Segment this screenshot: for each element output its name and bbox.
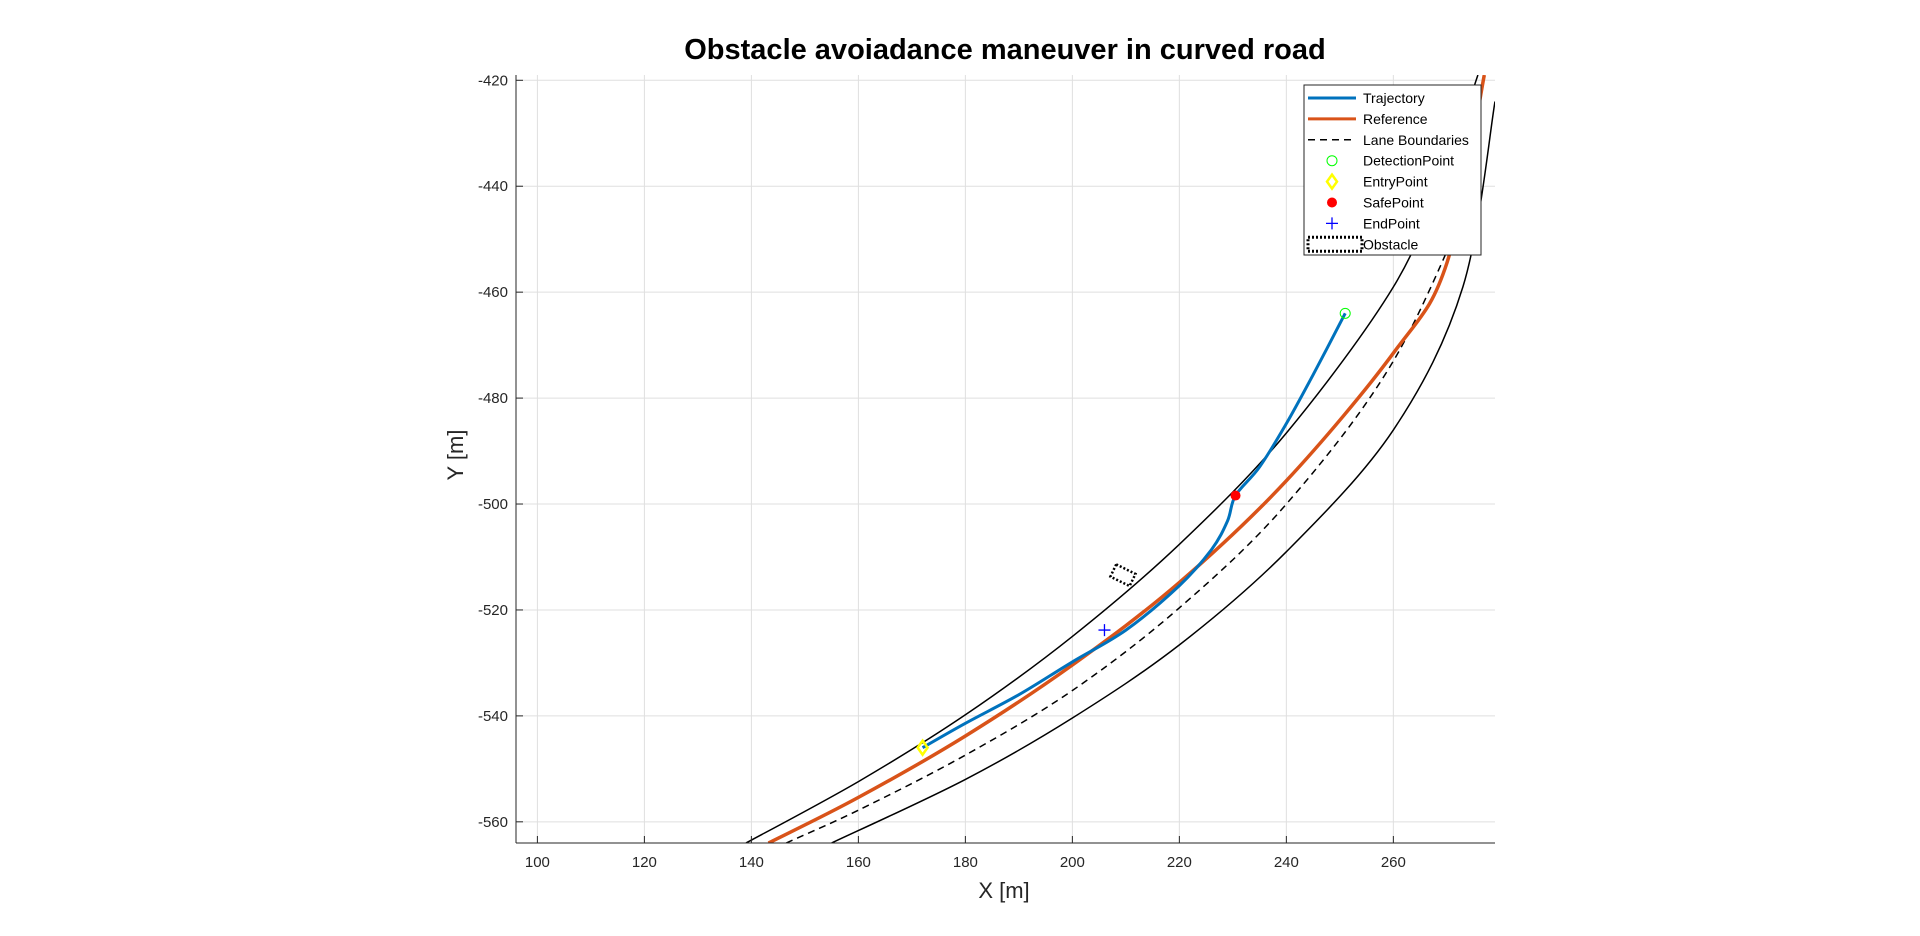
end-point-marker xyxy=(1098,624,1111,637)
x-tick-label: 100 xyxy=(525,854,550,871)
legend-label: Reference xyxy=(1363,111,1428,127)
road-edge-line xyxy=(831,101,1495,843)
legend-box xyxy=(1303,84,1482,256)
plot-series xyxy=(745,75,1495,843)
detection-point-marker xyxy=(1339,307,1351,319)
x-tick-label: 240 xyxy=(1274,854,1299,871)
chart-title: Obstacle avoiadance maneuver in curved r… xyxy=(684,34,1325,66)
y-tick-label: -520 xyxy=(478,602,508,619)
legend-label: Lane Boundaries xyxy=(1363,132,1469,148)
x-tick-label: 200 xyxy=(1060,854,1085,871)
y-tick-label: -460 xyxy=(478,284,508,301)
y-tick-label: -560 xyxy=(478,814,508,831)
obstacle-legend-icon xyxy=(1306,235,1364,253)
y-tick-label: -480 xyxy=(478,390,508,407)
entry-point-marker xyxy=(916,738,930,757)
x-tick-label: 220 xyxy=(1167,854,1192,871)
plot-markers xyxy=(916,307,1351,757)
y-tick-label: -420 xyxy=(478,72,508,89)
obstacle-box xyxy=(1108,563,1138,588)
legend-label: EndPoint xyxy=(1363,215,1420,231)
legend-label: EntryPoint xyxy=(1363,174,1428,190)
x-tick-label: 120 xyxy=(632,854,657,871)
legend-label: Trajectory xyxy=(1363,90,1425,106)
y-axis-label: Y [m] xyxy=(443,430,468,481)
reference-line xyxy=(767,75,1487,843)
y-tick-label: -500 xyxy=(478,496,508,513)
legend-label: Obstacle xyxy=(1363,236,1418,252)
entry_point-legend-icon xyxy=(1325,172,1339,191)
safe_point-legend-icon xyxy=(1327,197,1337,208)
trajectory-line xyxy=(921,312,1347,749)
legend: Trajectory Reference Lane Boundaries Detect… xyxy=(1303,84,1482,256)
lane-boundary-line xyxy=(785,185,1476,843)
end_point-legend-icon xyxy=(1326,217,1338,230)
safe-point-marker xyxy=(1230,490,1241,501)
x-tick-label: 260 xyxy=(1381,854,1406,871)
legend-label: DetectionPoint xyxy=(1363,153,1454,169)
x-tick-label: 160 xyxy=(846,854,871,871)
x-axis-label: X [m] xyxy=(978,878,1029,903)
detection_point-legend-icon xyxy=(1326,155,1338,167)
x-tick-label: 180 xyxy=(953,854,978,871)
x-tick-label: 140 xyxy=(739,854,764,871)
y-tick-label: -540 xyxy=(478,708,508,725)
legend-label: SafePoint xyxy=(1363,195,1424,211)
axes: 100 120 140 160 180 200 220 240 260 -420 -440 -460 -… xyxy=(478,72,1495,871)
y-tick-label: -440 xyxy=(478,178,508,195)
